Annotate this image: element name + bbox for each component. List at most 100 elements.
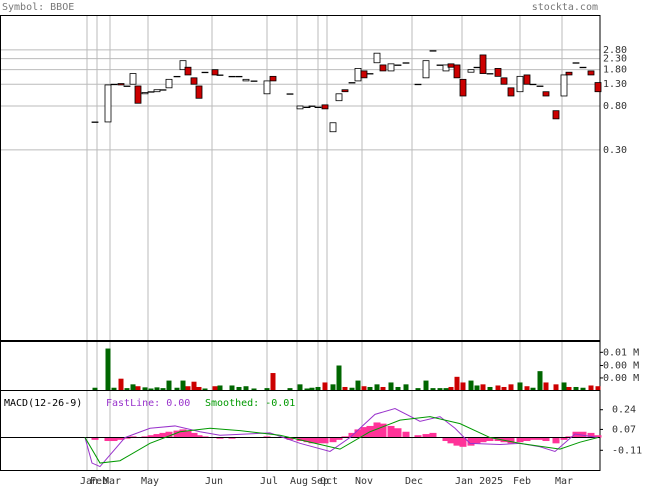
macd-histogram-bar	[360, 427, 368, 438]
candle	[422, 60, 430, 79]
candle	[542, 91, 550, 97]
candle	[394, 64, 402, 66]
candle	[373, 52, 381, 64]
volume-bar	[495, 385, 501, 390]
candle	[134, 85, 142, 104]
x-tick-label: Oct	[320, 476, 338, 486]
volume-bar	[524, 386, 530, 390]
macd-histogram-bar	[379, 423, 387, 438]
macd-slow-line	[84, 416, 599, 464]
candle	[436, 64, 444, 66]
macd-histogram-bar	[296, 437, 304, 442]
candle	[516, 75, 524, 93]
volume-bar	[480, 384, 486, 390]
volume-bar	[322, 382, 328, 390]
macd-histogram-bar	[141, 436, 149, 438]
candle	[173, 75, 181, 78]
macd-histogram-bar	[486, 437, 494, 442]
macd-histogram-bar	[228, 437, 236, 439]
candle	[402, 62, 410, 64]
volume-bar	[561, 382, 567, 390]
candle	[453, 64, 461, 79]
panel-frame	[0, 341, 601, 391]
candle	[587, 70, 595, 76]
volume-bar	[92, 387, 98, 390]
macd-histogram-bar	[184, 430, 192, 438]
volume-bar	[474, 385, 480, 390]
macd-histogram-bar	[303, 437, 311, 443]
y-tick-label: 0.30	[603, 145, 627, 156]
volume-bar	[191, 381, 197, 390]
volume-bar	[264, 388, 270, 390]
volume-bar	[135, 386, 141, 390]
macd-histogram-bar	[594, 435, 602, 438]
candle	[486, 73, 494, 75]
macd-histogram-bar	[402, 431, 410, 438]
candle	[211, 69, 219, 76]
candle	[387, 63, 395, 72]
volume-bar	[595, 386, 601, 390]
volume-bar	[148, 388, 154, 390]
macd-tick-label: 0.07	[612, 424, 636, 435]
candle	[228, 75, 236, 78]
candle	[447, 63, 455, 68]
volume-bar	[553, 384, 559, 390]
volume-bar	[573, 386, 579, 390]
candle	[360, 70, 368, 79]
candle	[104, 84, 112, 123]
volume-bar	[196, 386, 202, 390]
volume-bar	[543, 382, 549, 390]
macd-histogram-bar	[459, 437, 467, 447]
volume-bar	[415, 388, 421, 390]
volume-bar	[395, 386, 401, 390]
volume-bar	[374, 384, 380, 390]
candle	[201, 71, 209, 74]
volume-bar	[430, 388, 436, 390]
candle	[523, 74, 531, 85]
candle	[190, 77, 198, 85]
volume-bar	[180, 380, 186, 390]
macd-histogram-bar	[110, 437, 118, 442]
candle	[348, 82, 356, 84]
volume-bar	[130, 384, 136, 390]
macd-histogram-bar	[147, 435, 155, 438]
volume-bar	[361, 386, 367, 390]
macd-histogram-bar	[329, 437, 337, 443]
volume-tick-label: 0.00 M	[603, 373, 639, 384]
volume-bar	[443, 388, 449, 390]
macd-histogram-bar	[429, 432, 437, 438]
symbol-title: Symbol: BBOE	[2, 2, 74, 13]
candle	[296, 105, 304, 110]
macd-histogram-bar	[516, 437, 524, 443]
macd-histogram-bar	[216, 437, 224, 439]
candle	[165, 78, 173, 89]
candle	[141, 92, 149, 95]
candle	[335, 93, 343, 102]
x-tick-label: Dec	[405, 476, 423, 486]
x-tick-label: Jul	[260, 476, 278, 486]
macd-histogram-bar	[117, 437, 125, 440]
volume-bar	[251, 388, 257, 390]
macd-histogram-bar	[442, 437, 450, 442]
volume-bar	[448, 386, 454, 390]
macd-histogram-bar	[341, 436, 349, 438]
candle	[91, 121, 99, 123]
candle	[147, 91, 155, 93]
candle	[153, 89, 161, 93]
macd-histogram-bar	[129, 436, 137, 438]
candle	[366, 73, 374, 75]
macd-histogram-bar	[335, 437, 343, 440]
y-tick-label: 0.80	[603, 101, 627, 112]
candle	[321, 104, 329, 110]
volume-bar	[236, 386, 242, 390]
volume-bar	[342, 386, 348, 390]
volume-bar	[111, 387, 117, 390]
macd-histogram-bar	[165, 431, 173, 438]
candle	[308, 105, 316, 107]
macd-histogram-bar	[123, 437, 131, 439]
volume-bar	[437, 388, 443, 390]
volume-bar	[355, 380, 361, 390]
candle	[467, 69, 475, 73]
